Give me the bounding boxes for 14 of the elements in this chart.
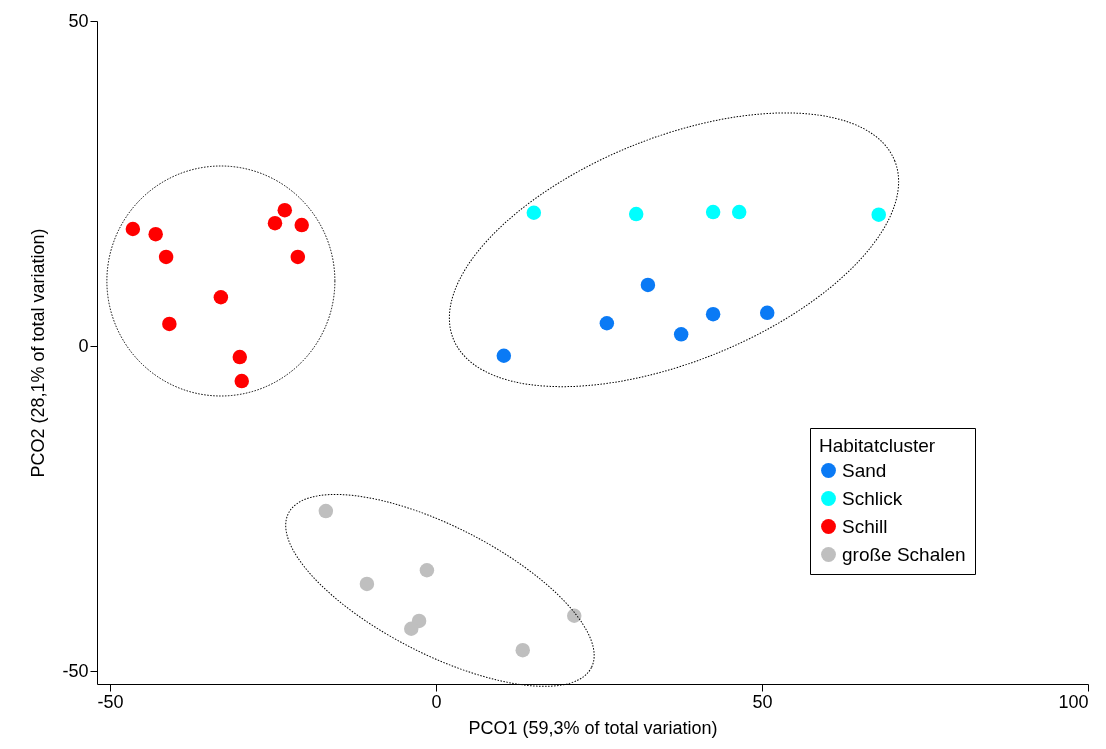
y-axis-title: PCO2 (28,1% of total variation) xyxy=(28,228,49,478)
legend-label: Sand xyxy=(842,459,887,481)
legend-label: Schill xyxy=(842,515,888,537)
legend-title: Habitatcluster xyxy=(819,435,936,456)
legend-label: Schlick xyxy=(842,487,903,509)
legend-label: große Schalen xyxy=(842,543,966,565)
y-tick-label: 50 xyxy=(68,10,89,31)
y-tick-label: -50 xyxy=(62,660,89,681)
x-tick-label: 50 xyxy=(752,691,773,712)
x-axis-title: PCO1 (59,3% of total variation) xyxy=(468,717,718,738)
x-tick-label: 100 xyxy=(1058,691,1089,712)
x-tick-label: 0 xyxy=(431,691,442,712)
y-tick-label: 0 xyxy=(78,335,89,356)
x-tick-label: -50 xyxy=(97,691,124,712)
